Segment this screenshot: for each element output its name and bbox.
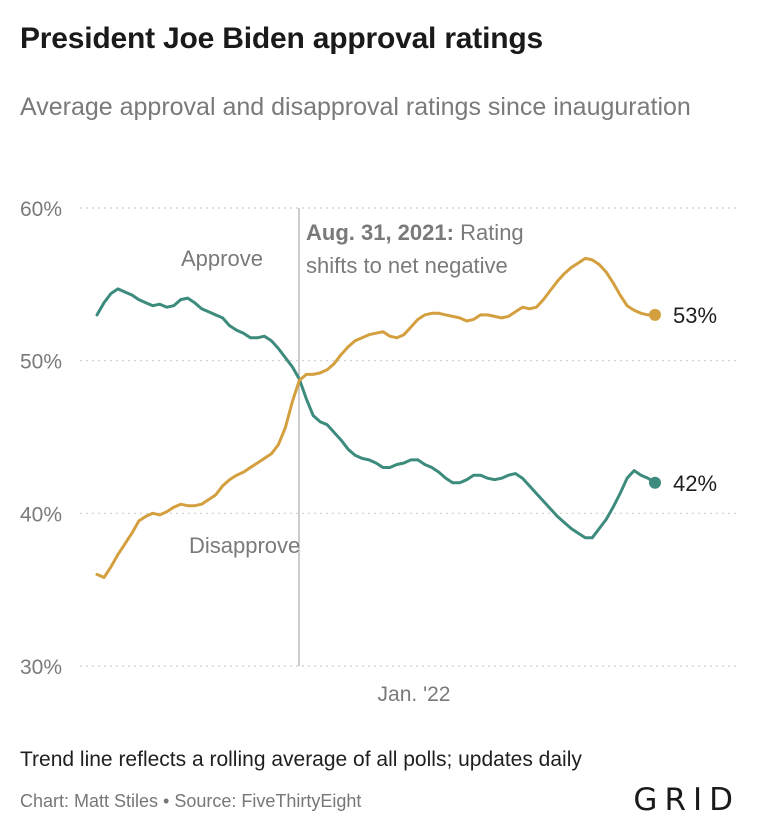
series-lines bbox=[95, 256, 657, 579]
y-tick-label: 50% bbox=[20, 351, 62, 374]
series-line-approve bbox=[95, 287, 657, 540]
annotation-text-line1: Aug. 31, 2021: Rating bbox=[306, 220, 524, 245]
series-line-disapprove bbox=[95, 256, 657, 579]
chart-footnote: Trend line reflects a rolling average of… bbox=[20, 748, 582, 771]
y-tick-label: 60% bbox=[20, 198, 62, 221]
series-label-approve: Approve bbox=[181, 246, 263, 271]
chart-title: President Joe Biden approval ratings bbox=[20, 22, 543, 55]
y-tick-label: 30% bbox=[20, 656, 62, 679]
chart-subtitle: Average approval and disapproval ratings… bbox=[20, 93, 691, 121]
grid-logo: GRID bbox=[633, 782, 740, 818]
end-label-disapprove: 53% bbox=[673, 303, 717, 328]
end-point-disapprove bbox=[649, 308, 661, 321]
end-markers: 42% 53% bbox=[649, 303, 717, 496]
annotation-text-line2: shifts to net negative bbox=[306, 253, 508, 278]
gridlines bbox=[80, 207, 740, 667]
x-axis-ticks: Jan. '22 bbox=[378, 683, 451, 706]
annotation-date: Aug. 31, 2021: bbox=[306, 220, 454, 245]
y-tick-label: 40% bbox=[20, 503, 62, 526]
series-label-disapprove: Disapprove bbox=[189, 533, 300, 558]
chart-credit: Chart: Matt Stiles • Source: FiveThirtyE… bbox=[20, 791, 362, 811]
end-point-approve bbox=[649, 476, 661, 489]
x-tick-label: Jan. '22 bbox=[378, 683, 451, 706]
y-axis-ticks: 60% 50% 40% 30% bbox=[20, 198, 62, 679]
annotation-rest: Rating bbox=[454, 220, 524, 245]
end-label-approve: 42% bbox=[673, 471, 717, 496]
